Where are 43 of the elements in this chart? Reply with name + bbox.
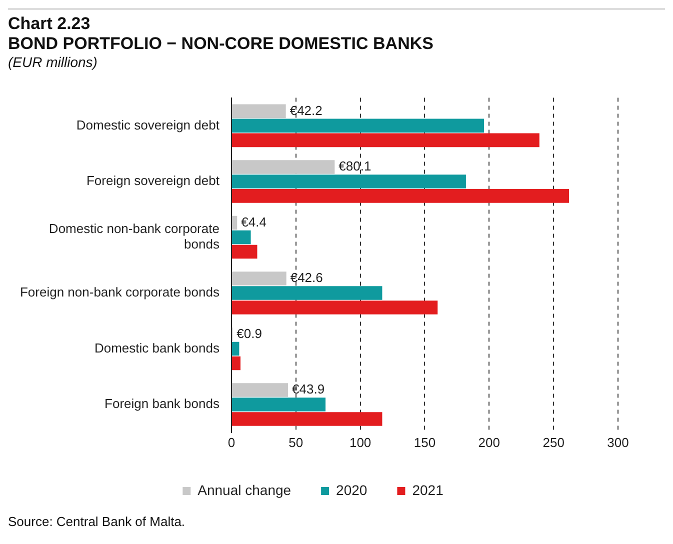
bar <box>232 104 286 118</box>
legend-label: 2020 <box>336 482 368 498</box>
y-tick-label: Domestic non-bank corporate bonds <box>48 220 220 252</box>
data-label: €0.9 <box>236 326 262 341</box>
x-tick-label: 200 <box>478 434 500 450</box>
bar <box>232 244 258 259</box>
bar <box>232 174 466 188</box>
bar <box>232 300 438 314</box>
data-label: €4.4 <box>241 214 266 230</box>
x-tick-label: 300 <box>607 434 629 450</box>
bar <box>232 412 382 426</box>
chart-subtitle: BOND PORTFOLIO − NON-CORE DOMESTIC BANKS <box>8 34 434 54</box>
bar <box>232 342 240 356</box>
bar <box>232 216 238 230</box>
bar <box>232 272 286 286</box>
x-tick-label: 150 <box>414 434 436 450</box>
x-tick-label: 0 <box>228 434 236 450</box>
data-label: €80.1 <box>338 158 372 174</box>
y-tick-label: Foreign non-bank corporate bonds <box>20 284 220 300</box>
bar <box>232 118 484 133</box>
bar <box>232 286 382 300</box>
y-tick-label: Foreign bank bonds <box>104 396 220 412</box>
x-tick-label: 50 <box>288 434 304 450</box>
legend-label: Annual change <box>198 482 292 498</box>
data-label: €42.2 <box>290 102 322 118</box>
text: (EUR millions) <box>8 54 98 70</box>
bar <box>232 230 251 244</box>
y-tick-label: Domestic bank bonds <box>94 340 220 356</box>
bar <box>232 160 335 174</box>
bar <box>232 383 288 397</box>
bar <box>232 133 540 148</box>
data-label: €43.9 <box>292 382 325 397</box>
data-label: €42.6 <box>290 270 323 286</box>
y-tick-label: Domestic sovereign debt <box>76 117 220 132</box>
source-note: Source: Central Bank of Malta. <box>8 514 186 529</box>
x-tick-label: 250 <box>542 434 564 450</box>
text: Chart 2.23 <box>8 14 92 34</box>
y-tick-label: Foreign sovereign debt <box>86 173 220 188</box>
x-tick-label: 100 <box>349 434 372 450</box>
bar <box>232 189 570 203</box>
bar <box>232 398 326 412</box>
bar <box>232 356 240 370</box>
legend-label: 2021 <box>412 482 444 498</box>
